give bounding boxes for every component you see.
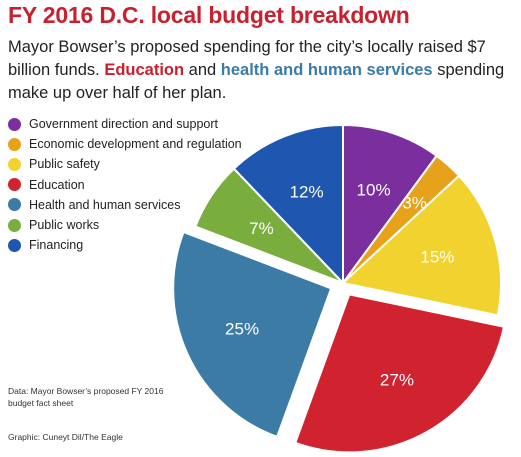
legend-label: Economic development and regulation <box>29 137 242 152</box>
subtitle-text-end: spending make up over half of her plan. <box>8 61 505 102</box>
legend-swatch <box>8 157 21 171</box>
pie-slice-education <box>293 293 506 454</box>
graphic-credit: Graphic: Cuneyt Dil/The Eagle <box>8 432 123 442</box>
pie-slice-government-direction-and-support <box>342 123 439 287</box>
legend-label: Government direction and support <box>29 117 218 132</box>
slice-label-health-and-human-services: 25% <box>225 320 259 339</box>
slice-label-financing: 12% <box>290 183 324 202</box>
legend-swatch <box>8 137 21 151</box>
subtitle-highlight-education: Education <box>104 61 185 79</box>
legend-swatch <box>8 218 21 232</box>
legend-label: Health and human services <box>29 197 181 212</box>
legend-swatch <box>8 117 21 131</box>
legend-label: Public works <box>29 218 100 233</box>
legend-swatch <box>8 198 21 212</box>
slice-label-public-safety: 15% <box>420 247 454 266</box>
legend-swatch <box>8 238 21 252</box>
slice-label-economic-development-and-regulation: 3% <box>402 193 427 212</box>
legend-item-public-safety: Public safety <box>8 154 242 174</box>
legend-label: Financing <box>29 238 84 253</box>
legend-item-financing: Financing <box>8 235 242 255</box>
legend-item-economic-development-and-regulation: Economic development and regulation <box>8 134 242 154</box>
legend-item-education: Education <box>8 175 242 195</box>
chart-title: FY 2016 D.C. local budget breakdown <box>8 2 410 28</box>
pie-slice-health-and-human-services <box>172 230 333 439</box>
slice-label-public-works: 7% <box>249 219 274 238</box>
chart-legend: Government direction and support Economic… <box>8 114 242 255</box>
legend-label: Education <box>29 177 85 192</box>
pie-slice-financing <box>232 123 344 286</box>
chart-subtitle: Mayor Bowser’s proposed spending for the… <box>8 36 518 105</box>
legend-item-health-and-human-services: Health and human services <box>8 195 242 215</box>
subtitle-highlight-health: health and human services <box>220 61 433 79</box>
subtitle-text-middle: and <box>184 61 221 79</box>
legend-label: Public safety <box>29 157 100 172</box>
slice-label-government-direction-and-support: 10% <box>357 180 391 199</box>
data-source-note: Data: Mayor Bowser’s proposed FY 2016 bu… <box>8 386 164 408</box>
slice-label-education: 27% <box>380 370 414 389</box>
pie-slice-public-safety <box>340 174 502 317</box>
subtitle-text-start: Mayor Bowser’s proposed spending for the… <box>8 38 486 79</box>
legend-item-public-works: Public works <box>8 215 242 235</box>
legend-swatch <box>8 178 21 192</box>
legend-item-government-direction-and-support: Government direction and support <box>8 114 242 134</box>
